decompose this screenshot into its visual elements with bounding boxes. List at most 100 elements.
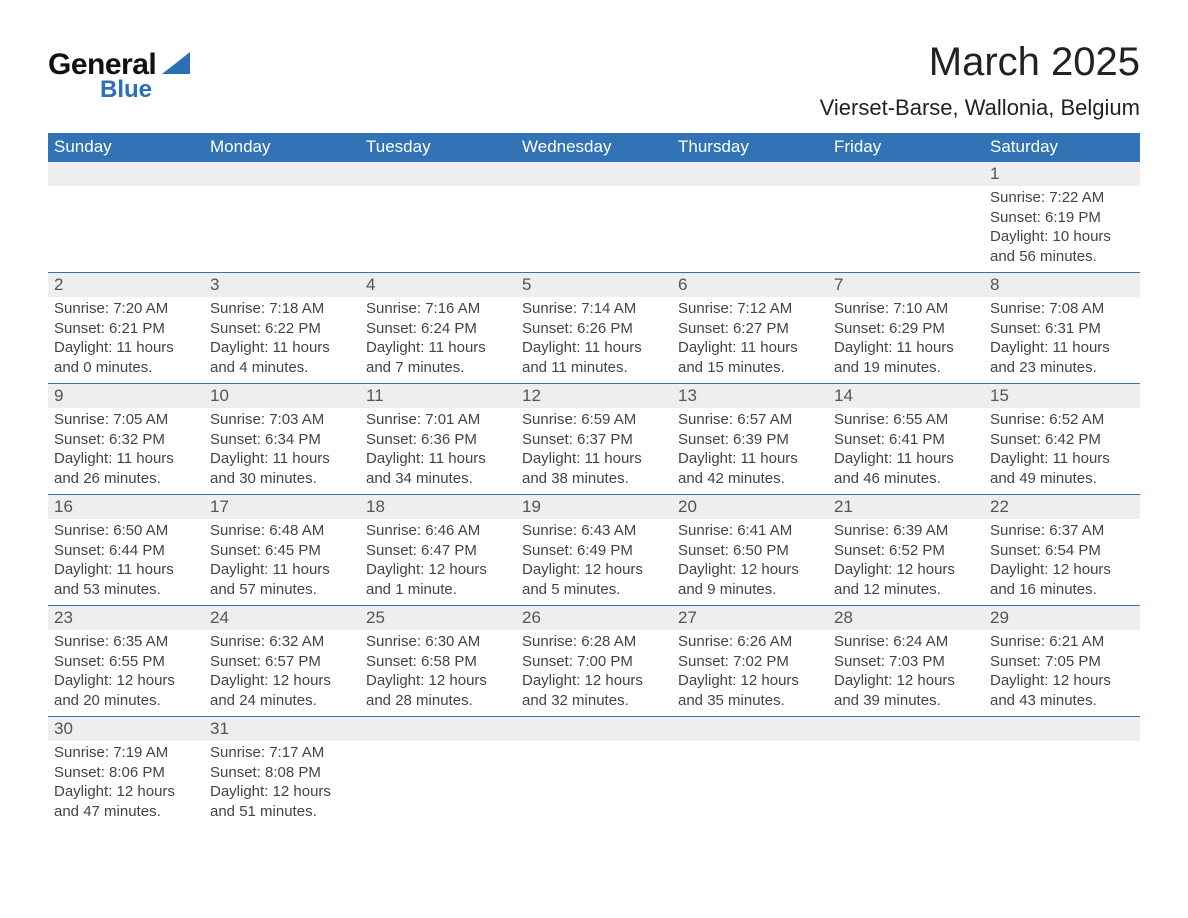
detail-line: and 47 minutes. (54, 802, 198, 822)
detail-line: Daylight: 11 hours (834, 338, 978, 358)
detail-line: and 57 minutes. (210, 580, 354, 600)
day-number: 21 (828, 495, 984, 519)
day-cell: 1 (984, 162, 1140, 187)
day-cell (48, 162, 204, 187)
detail-line: and 51 minutes. (210, 802, 354, 822)
day-details: Sunrise: 6:24 AMSunset: 7:03 PMDaylight:… (828, 630, 984, 716)
day-details-cell: Sunrise: 7:01 AMSunset: 6:36 PMDaylight:… (360, 408, 516, 495)
detail-line: Daylight: 11 hours (210, 338, 354, 358)
detail-line: Sunset: 6:29 PM (834, 319, 978, 339)
logo-text-blue: Blue (100, 76, 152, 104)
detail-line: Daylight: 11 hours (366, 449, 510, 469)
day-details-cell: Sunrise: 6:30 AMSunset: 6:58 PMDaylight:… (360, 630, 516, 717)
logo: General Blue (48, 48, 190, 104)
day-details-cell (516, 186, 672, 273)
detail-line: Sunset: 8:06 PM (54, 763, 198, 783)
day-details: Sunrise: 6:55 AMSunset: 6:41 PMDaylight:… (828, 408, 984, 494)
detail-line: Sunrise: 7:12 AM (678, 299, 822, 319)
detail-line: Sunrise: 7:19 AM (54, 743, 198, 763)
day-details: Sunrise: 6:32 AMSunset: 6:57 PMDaylight:… (204, 630, 360, 716)
week-details-row: Sunrise: 7:19 AMSunset: 8:06 PM Daylight:… (48, 741, 1140, 827)
detail-line: Sunset: 7:02 PM (678, 652, 822, 672)
detail-line: Sunset: 7:00 PM (522, 652, 666, 672)
day-details: Sunrise: 7:20 AMSunset: 6:21 PMDaylight:… (48, 297, 204, 383)
day-details: Sunrise: 6:48 AMSunset: 6:45 PMDaylight:… (204, 519, 360, 605)
day-cell: 30 (48, 717, 204, 742)
day-details-cell: Sunrise: 7:12 AMSunset: 6:27 PMDaylight:… (672, 297, 828, 384)
day-header: Friday (828, 133, 984, 162)
day-number: 25 (360, 606, 516, 630)
day-cell (672, 162, 828, 187)
detail-line: Sunrise: 6:32 AM (210, 632, 354, 652)
detail-line: Sunset: 6:41 PM (834, 430, 978, 450)
day-header: Tuesday (360, 133, 516, 162)
detail-line: Daylight: 12 hours (678, 560, 822, 580)
day-details-cell: Sunrise: 7:18 AMSunset: 6:22 PMDaylight:… (204, 297, 360, 384)
day-header: Wednesday (516, 133, 672, 162)
detail-line: Daylight: 12 hours (210, 782, 354, 802)
detail-line: Daylight: 12 hours (210, 671, 354, 691)
day-details: Sunrise: 6:21 AMSunset: 7:05 PMDaylight:… (984, 630, 1140, 716)
detail-line: Sunset: 6:36 PM (366, 430, 510, 450)
day-cell: 4 (360, 273, 516, 298)
detail-line: Sunset: 6:55 PM (54, 652, 198, 672)
day-details: Sunrise: 6:35 AMSunset: 6:55 PMDaylight:… (48, 630, 204, 716)
week-number-row: 1 (48, 162, 1140, 187)
day-header: Saturday (984, 133, 1140, 162)
detail-line: Sunrise: 6:24 AM (834, 632, 978, 652)
day-details-cell: Sunrise: 6:26 AMSunset: 7:02 PMDaylight:… (672, 630, 828, 717)
logo-triangle-icon (162, 52, 190, 79)
detail-line: and 56 minutes. (990, 247, 1134, 267)
detail-line: Sunset: 7:03 PM (834, 652, 978, 672)
day-cell: 16 (48, 495, 204, 520)
day-details-cell: Sunrise: 7:05 AMSunset: 6:32 PMDaylight:… (48, 408, 204, 495)
day-number: 29 (984, 606, 1140, 630)
detail-line: Sunset: 6:44 PM (54, 541, 198, 561)
detail-line: Daylight: 11 hours (990, 449, 1134, 469)
day-number: 16 (48, 495, 204, 519)
day-details: Sunrise: 6:41 AMSunset: 6:50 PMDaylight:… (672, 519, 828, 605)
day-details: Sunrise: 6:37 AMSunset: 6:54 PMDaylight:… (984, 519, 1140, 605)
day-cell (360, 162, 516, 187)
detail-line: and 4 minutes. (210, 358, 354, 378)
detail-line: and 24 minutes. (210, 691, 354, 711)
day-details-cell (516, 741, 672, 827)
day-cell (360, 717, 516, 742)
detail-line: Daylight: 11 hours (678, 338, 822, 358)
day-cell: 26 (516, 606, 672, 631)
day-details-cell: Sunrise: 6:48 AMSunset: 6:45 PMDaylight:… (204, 519, 360, 606)
day-details-cell: Sunrise: 7:16 AMSunset: 6:24 PMDaylight:… (360, 297, 516, 384)
day-details-cell: Sunrise: 6:55 AMSunset: 6:41 PMDaylight:… (828, 408, 984, 495)
day-number: 27 (672, 606, 828, 630)
day-details-cell: Sunrise: 7:03 AMSunset: 6:34 PMDaylight:… (204, 408, 360, 495)
day-cell (516, 717, 672, 742)
detail-line: Sunset: 6:37 PM (522, 430, 666, 450)
day-cell: 19 (516, 495, 672, 520)
detail-line: Sunset: 6:19 PM (990, 208, 1134, 228)
day-details: Sunrise: 7:10 AMSunset: 6:29 PMDaylight:… (828, 297, 984, 383)
week-details-row: Sunrise: 7:05 AMSunset: 6:32 PMDaylight:… (48, 408, 1140, 495)
day-number: 7 (828, 273, 984, 297)
detail-line: and 26 minutes. (54, 469, 198, 489)
day-header: Thursday (672, 133, 828, 162)
week-number-row: 23242526272829 (48, 606, 1140, 631)
day-details-cell: Sunrise: 6:52 AMSunset: 6:42 PMDaylight:… (984, 408, 1140, 495)
detail-line: and 46 minutes. (834, 469, 978, 489)
detail-line: Sunrise: 6:39 AM (834, 521, 978, 541)
detail-line: Daylight: 12 hours (834, 560, 978, 580)
day-details-cell (984, 741, 1140, 827)
detail-line: and 5 minutes. (522, 580, 666, 600)
detail-line: Sunset: 6:22 PM (210, 319, 354, 339)
day-details-cell (672, 741, 828, 827)
detail-line: Sunrise: 7:10 AM (834, 299, 978, 319)
day-number: 3 (204, 273, 360, 297)
day-details-cell: Sunrise: 7:08 AMSunset: 6:31 PMDaylight:… (984, 297, 1140, 384)
detail-line: Daylight: 12 hours (522, 671, 666, 691)
detail-line: Daylight: 11 hours (54, 560, 198, 580)
day-details: Sunrise: 6:52 AMSunset: 6:42 PMDaylight:… (984, 408, 1140, 494)
detail-line: Sunset: 6:27 PM (678, 319, 822, 339)
day-number: 10 (204, 384, 360, 408)
day-cell: 23 (48, 606, 204, 631)
day-header-row: Sunday Monday Tuesday Wednesday Thursday… (48, 133, 1140, 162)
day-details-cell: Sunrise: 6:39 AMSunset: 6:52 PMDaylight:… (828, 519, 984, 606)
